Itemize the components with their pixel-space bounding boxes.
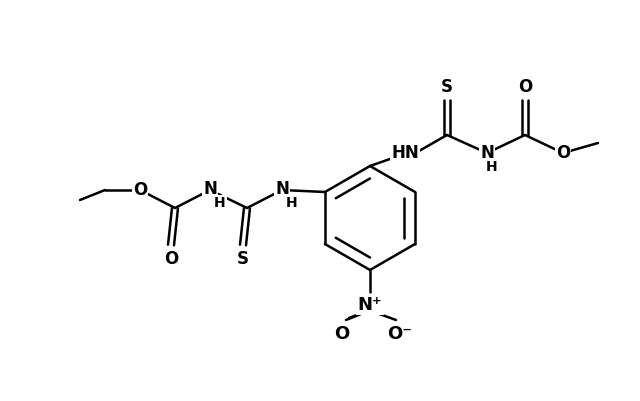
Text: S: S <box>441 78 453 96</box>
Text: H: H <box>286 196 298 210</box>
Text: N: N <box>203 180 217 198</box>
Text: N: N <box>275 180 289 198</box>
Text: H: H <box>486 160 498 174</box>
Text: H: H <box>214 196 226 210</box>
Text: O: O <box>133 181 147 199</box>
Text: O⁻: O⁻ <box>388 325 412 343</box>
Text: N: N <box>480 144 494 162</box>
Text: S: S <box>237 250 249 268</box>
Text: HN: HN <box>391 144 419 162</box>
Text: O: O <box>518 78 532 96</box>
Text: N⁺: N⁺ <box>358 296 382 314</box>
Text: O: O <box>334 325 349 343</box>
Text: O: O <box>164 250 178 268</box>
Text: O: O <box>556 144 570 162</box>
